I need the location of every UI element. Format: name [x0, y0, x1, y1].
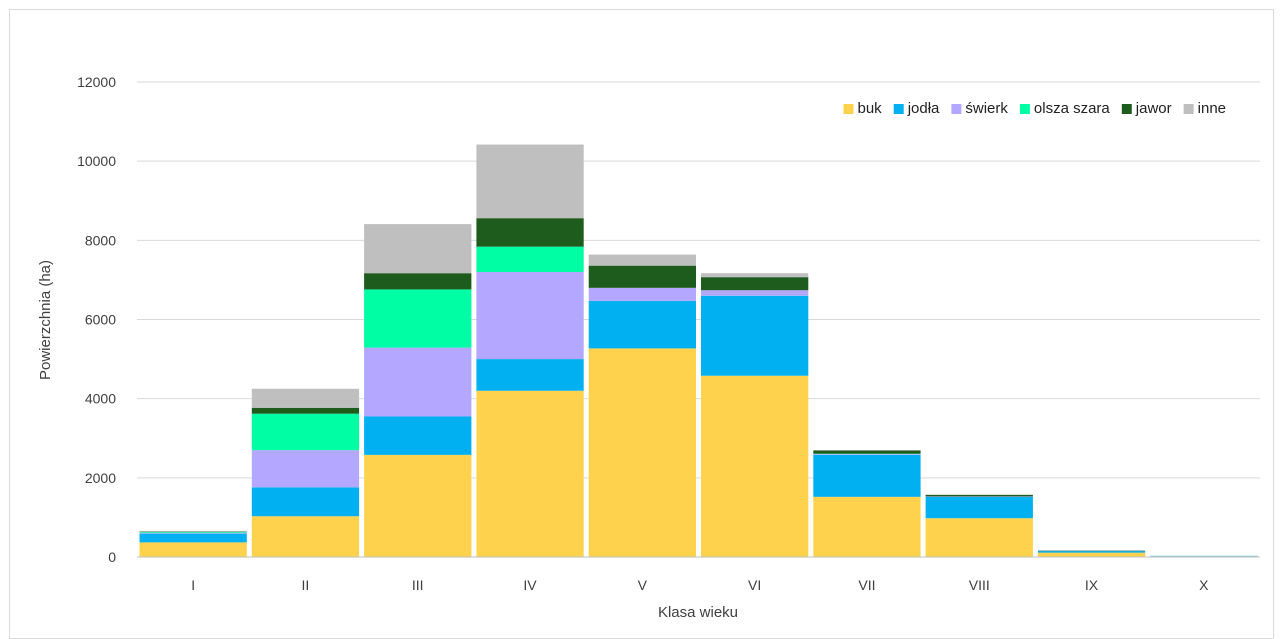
legend-label: buk [858, 100, 883, 117]
y-axis-ticks: 0 2000 4000 6000 8000 10000 12000 [77, 74, 116, 565]
legend-item-jodła: jodła [894, 100, 940, 117]
bar-segment-V-buk [589, 348, 696, 557]
legend-label: inne [1198, 100, 1226, 117]
bar-segment-IX-jodła [1038, 551, 1145, 553]
legend-swatch [1122, 104, 1132, 114]
bar-segment-VI-inne [701, 273, 808, 277]
bar-segment-V-jodła [589, 301, 696, 349]
legend-swatch [1184, 104, 1194, 114]
bar-segment-VII-świerk [813, 454, 920, 455]
bar-segment-IV-jawor [476, 218, 583, 247]
x-tick-label: VII [858, 577, 875, 593]
bar-segment-VII-buk [813, 497, 920, 557]
bar-segment-VII-jawor [813, 451, 920, 454]
x-tick-label: VIII [969, 577, 990, 593]
bar-segment-VIII-buk [926, 518, 1033, 557]
legend-swatch [1020, 104, 1030, 114]
legend-item-olsza-szara: olsza szara [1020, 100, 1111, 117]
bar-segment-V-jawor [589, 266, 696, 288]
y-tick-label: 10000 [77, 153, 116, 169]
bar-segment-II-inne [252, 389, 359, 408]
legend-label: olsza szara [1034, 100, 1111, 117]
x-tick-label: X [1199, 577, 1209, 593]
legend-item-jawor: jawor [1122, 100, 1172, 117]
bar-segment-IV-świerk [476, 272, 583, 359]
legend-swatch [844, 104, 854, 114]
x-tick-label: VI [748, 577, 761, 593]
bar-segment-III-buk [364, 455, 471, 557]
legend-label: jodła [907, 100, 940, 117]
bar-segment-VIII-jawor [926, 495, 1033, 497]
legend: buk jodła świerk olsza szara jawor inne [844, 100, 1227, 117]
x-tick-label: IV [523, 577, 537, 593]
bar-segment-I-jodła [140, 534, 247, 543]
y-tick-label: 8000 [85, 232, 116, 248]
bar-segment-III-świerk [364, 348, 471, 417]
bar-segment-III-jawor [364, 273, 471, 289]
x-tick-label: II [302, 577, 310, 593]
legend-item-buk: buk [844, 100, 883, 117]
bar-segment-I-olsza-szara [140, 532, 247, 533]
bar-segment-IV-olsza-szara [476, 247, 583, 272]
x-tick-label: I [191, 577, 195, 593]
bar-segment-III-inne [364, 224, 471, 273]
bar-segment-VIII-jodła [926, 497, 1033, 518]
bar-segment-II-olsza-szara [252, 414, 359, 450]
y-axis-title: Powierzchnia (ha) [37, 260, 54, 380]
legend-swatch [894, 104, 904, 114]
y-tick-label: 0 [108, 549, 116, 565]
legend-label: świerk [965, 100, 1008, 117]
bar-segment-VI-buk [701, 376, 808, 557]
bar-segment-IV-buk [476, 391, 583, 557]
y-tick-label: 4000 [85, 391, 116, 407]
bar-segment-IX-buk [1038, 553, 1145, 557]
y-tick-label: 12000 [77, 74, 116, 90]
y-tick-label: 6000 [85, 312, 116, 328]
bar-segment-II-jawor [252, 408, 359, 414]
bar-segment-V-inne [589, 255, 696, 266]
bar-segment-I-inne [140, 531, 247, 532]
bar-segment-II-buk [252, 516, 359, 557]
x-axis-title: Klasa wieku [658, 604, 738, 621]
legend-swatch [951, 104, 961, 114]
bar-segment-V-świerk [589, 288, 696, 301]
bars [140, 145, 1258, 557]
x-tick-label: V [638, 577, 648, 593]
bar-segment-I-buk [140, 542, 247, 557]
bar-segment-VI-jodła [701, 296, 808, 376]
x-tick-label: IX [1085, 577, 1099, 593]
legend-item-świerk: świerk [951, 100, 1008, 117]
bar-segment-VI-jawor [701, 277, 808, 290]
legend-item-inne: inne [1184, 100, 1226, 117]
bar-segment-IV-jodła [476, 359, 583, 391]
x-tick-label: III [412, 577, 424, 593]
bar-segment-II-jodła [252, 487, 359, 516]
bar-segment-III-olsza-szara [364, 289, 471, 347]
bar-segment-I-świerk [140, 533, 247, 534]
bar-segment-III-jodła [364, 416, 471, 454]
bar-segment-IV-inne [476, 145, 583, 219]
bar-segment-II-świerk [252, 450, 359, 487]
bar-segment-VI-świerk [701, 290, 808, 296]
bar-segment-VII-jodła [813, 455, 920, 497]
y-tick-label: 2000 [85, 470, 116, 486]
legend-label: jawor [1135, 100, 1172, 117]
